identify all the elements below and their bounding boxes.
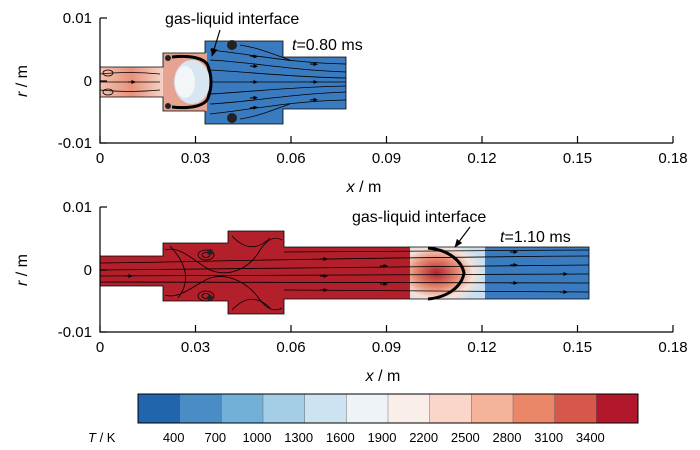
stream-arrows-top: [128, 54, 318, 110]
x-tick-label: 0.12: [467, 150, 496, 167]
vortex-spot: [227, 40, 237, 50]
colorbar-frame: [137, 393, 639, 424]
gas-liquid-interface-bottom: [427, 246, 466, 301]
panel-bottom: gas-liquid interface t=1.10 ms 0 0.03 0.06…: [14, 199, 688, 385]
x-tick-label: 0.12: [467, 339, 496, 356]
domain-outline-top: [99, 40, 347, 125]
colorbar-swatch: [554, 393, 597, 424]
y-axis-label-bottom: r / m: [14, 254, 31, 286]
axes-bottom: 0 0.03 0.06 0.09 0.12 0.15 0.18 0.010-0.01 x /…: [14, 199, 688, 385]
colorbar-tick-label: 2200: [409, 430, 438, 445]
panel-top: gas-liquid interface t=0.80 ms 0 0.03 0.06…: [14, 10, 688, 196]
x-axis-label-bottom: x / m: [365, 368, 401, 385]
x-tick-label: 0: [96, 339, 104, 356]
colorbar-swatch: [262, 393, 306, 424]
y-axis-label-top: r / m: [14, 65, 31, 97]
vortex-spot: [207, 249, 213, 255]
colorbar-tick-label: 2800: [493, 430, 522, 445]
x-tick-label: 0.18: [658, 339, 687, 356]
colorbar-tick-label: 1900: [368, 430, 397, 445]
colorbar-swatch: [179, 393, 222, 424]
annotation-gas-liquid-interface-bottom: gas-liquid interface: [352, 209, 486, 226]
colorbar-swatch: [387, 393, 431, 424]
y-tick-label: 0: [84, 73, 92, 90]
streamlines-bottom: [99, 235, 590, 311]
vortex-spot: [165, 103, 171, 109]
domain-outline-bottom: [99, 230, 590, 315]
x-tick-label: 0.15: [563, 339, 592, 356]
vortex-spot: [165, 55, 171, 61]
y-tick-label: 0: [84, 262, 92, 279]
x-tick-label: 0.09: [372, 150, 401, 167]
colorbar-tick-label: 1300: [284, 430, 313, 445]
colorbar-swatch: [471, 393, 514, 424]
x-tick-label: 0.03: [181, 339, 210, 356]
time-label-bottom: t=1.10 ms: [500, 229, 571, 246]
vortex-spot: [207, 295, 213, 301]
colorbar-swatch: [512, 393, 556, 424]
time-label-top: t=0.80 ms: [292, 37, 363, 54]
colorbar-tick-label: 3100: [534, 430, 563, 445]
x-tick-label: 0.09: [372, 339, 401, 356]
x-tick-label: 0.06: [276, 339, 305, 356]
colorbar-tick-label: 400: [163, 430, 185, 445]
colorbar-swatch: [596, 393, 639, 424]
y-tick-label: -0.01: [58, 135, 92, 152]
colorbar-swatch: [221, 393, 264, 424]
colorbar: 400 700 1000 1300 1600 1900 2200 2500 2800 3100 34…: [88, 393, 639, 445]
vortex-spot: [227, 113, 237, 123]
colorbar-tick-label: 3400: [576, 430, 605, 445]
annotation-arrow: [211, 29, 221, 57]
x-tick-label: 0.06: [276, 150, 305, 167]
x-tick-label: 0: [96, 150, 104, 167]
colorbar-tick-label: 2500: [451, 430, 480, 445]
y-tick-label: 0.01: [63, 10, 92, 27]
colorbar-swatch: [429, 393, 472, 424]
annotation-gas-liquid-interface: gas-liquid interface: [165, 11, 299, 28]
y-tick-label: -0.01: [58, 324, 92, 341]
colorbar-label: T / K: [88, 430, 116, 445]
temperature-field-top: [100, 41, 346, 124]
colorbar-swatch: [137, 393, 181, 424]
colorbar-tick-label: 1600: [326, 430, 355, 445]
gas-liquid-interface-top: [171, 54, 213, 110]
annotation-arrow-bottom: [454, 226, 471, 248]
colorbar-swatch: [346, 393, 389, 424]
stream-arrows-bottom: [125, 250, 568, 294]
x-tick-label: 0.15: [563, 150, 592, 167]
axes-top: 0 0.03 0.06 0.09 0.12 0.15 0.18 0.010-0.01 x /…: [14, 10, 688, 196]
x-tick-label: 0.18: [658, 150, 687, 167]
x-axis-label-top: x / m: [346, 179, 382, 196]
x-tick-label: 0.03: [181, 150, 210, 167]
colorbar-tick-label: 1000: [243, 430, 272, 445]
colorbar-swatch: [304, 393, 347, 424]
colorbar-tick-label: 700: [204, 430, 226, 445]
y-tick-label: 0.01: [63, 199, 92, 216]
